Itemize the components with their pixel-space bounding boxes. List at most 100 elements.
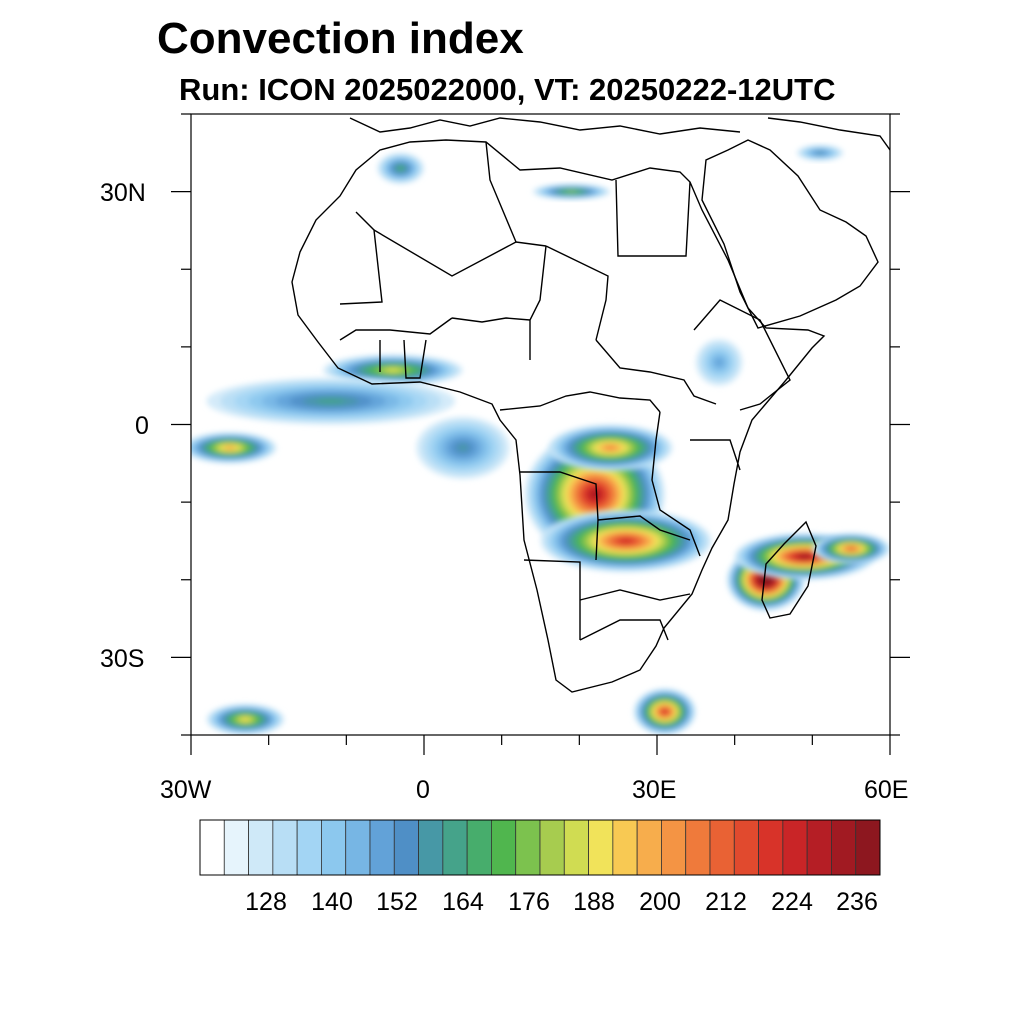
border-niger-chad — [529, 245, 547, 360]
field-level — [227, 446, 233, 449]
field-level — [817, 151, 824, 154]
lat-label-30s: 30S — [100, 645, 145, 673]
colorbar-swatch — [855, 819, 881, 876]
border-south-sudan — [595, 339, 717, 405]
field-indian-ocean-tail — [812, 533, 890, 565]
field-atlantic-equatorial — [191, 432, 277, 464]
colorbar-swatch — [491, 819, 517, 876]
colorbar-swatch — [369, 819, 395, 876]
colorbar-swatch — [758, 819, 784, 876]
colorbar-swatch — [515, 819, 541, 876]
colorbar-label: 128 — [245, 888, 287, 916]
colorbar-label: 224 — [771, 888, 813, 916]
field-level — [607, 446, 614, 450]
field-ethiopia-cells — [695, 339, 743, 386]
middle-east-coast — [767, 117, 890, 151]
lon-label-30w: 30W — [160, 776, 212, 804]
border-mali-algeria — [373, 229, 547, 277]
madagascar-outline — [761, 520, 817, 619]
colorbar-swatch — [563, 819, 589, 876]
border-mauritania — [339, 211, 383, 305]
border-ghana — [403, 339, 427, 379]
colorbar-frame — [199, 819, 881, 876]
colorbar-swatch — [831, 819, 857, 876]
field-gabon-coast — [416, 416, 510, 479]
border-car-drc — [499, 391, 661, 413]
colorbar-label: 140 — [311, 888, 353, 916]
colorbar-swatch — [418, 819, 444, 876]
border-south-africa — [579, 619, 669, 641]
colorbar-swatch — [199, 819, 225, 876]
field-zambia-malawi-band — [540, 509, 712, 572]
colorbar-swatch — [612, 819, 638, 876]
colorbar-swatch — [223, 819, 249, 876]
border-angola-drc — [520, 471, 599, 561]
field-atlantic-plume — [206, 377, 456, 425]
colorbar-swatch — [248, 819, 274, 876]
colorbar-swatch — [685, 819, 711, 876]
lon-label-30e: 30E — [632, 776, 677, 804]
colorbar-label: 176 — [508, 888, 550, 916]
border-ethiopia — [693, 299, 791, 411]
map-subtitle: Run: ICON 2025022000, VT: 20250222-12UTC — [179, 72, 836, 107]
field-mediterranean-cells — [377, 152, 425, 184]
colorbar-swatch — [588, 819, 614, 876]
border-kenya-tanzania — [690, 439, 741, 471]
colorbar-swatch — [661, 819, 687, 876]
colorbar-swatch — [539, 819, 565, 876]
colorbar-swatch — [272, 819, 298, 876]
field-level — [457, 443, 469, 452]
plot-frame — [190, 113, 891, 736]
lon-label-0: 0 — [416, 776, 430, 804]
field-level — [849, 547, 854, 550]
field-level — [398, 166, 404, 170]
border-zambia — [597, 515, 691, 541]
field-level — [568, 191, 575, 193]
field-middle-east-cells — [796, 145, 844, 161]
colorbar-swatch — [393, 819, 419, 876]
colorbar-swatch — [296, 819, 322, 876]
border-niger-nigeria — [451, 317, 531, 323]
colorbar-swatch — [345, 819, 371, 876]
colorbar-label: 164 — [442, 888, 484, 916]
africa-outline — [291, 139, 826, 693]
axis-ticks — [171, 113, 910, 755]
field-egypt-band — [532, 183, 611, 200]
border-west-sahel — [339, 317, 453, 341]
field-level — [801, 555, 808, 558]
europe-coast — [349, 117, 741, 135]
field-congo-basin-north — [548, 424, 673, 472]
border-algeria-libya — [485, 141, 517, 243]
field-south-african-frontal — [633, 688, 696, 735]
border-botswana — [579, 589, 691, 601]
colorbar-swatch — [466, 819, 492, 876]
border-libya-sudan — [545, 245, 609, 341]
colorbar-swatch — [321, 819, 347, 876]
country-boundaries — [291, 117, 890, 693]
lat-label-30n: 30N — [100, 179, 146, 207]
colorbar-swatch — [442, 819, 468, 876]
field-level — [242, 718, 248, 721]
field-south-atlantic-low — [206, 703, 285, 735]
colorbar-swatch — [709, 819, 735, 876]
field-level — [764, 578, 767, 581]
border-drc-east — [651, 411, 701, 557]
field-level — [388, 369, 398, 372]
field-level — [715, 358, 724, 367]
colorbar-label: 200 — [639, 888, 681, 916]
field-gulf-of-guinea-coast — [323, 354, 463, 386]
border-namibia — [523, 559, 581, 640]
colorbar-label: 152 — [376, 888, 418, 916]
colorbar-label: 212 — [705, 888, 747, 916]
colorbar-swatch — [636, 819, 662, 876]
arabia-outline — [701, 139, 879, 329]
map-title: Convection index — [157, 14, 524, 63]
field-level — [622, 539, 630, 543]
lat-label-0: 0 — [135, 412, 149, 440]
convection-field-layer — [191, 145, 890, 735]
colorbar-label: 236 — [836, 888, 878, 916]
lon-label-60e: 60E — [864, 776, 909, 804]
border-egypt — [615, 179, 691, 257]
colorbar-label: 188 — [573, 888, 615, 916]
